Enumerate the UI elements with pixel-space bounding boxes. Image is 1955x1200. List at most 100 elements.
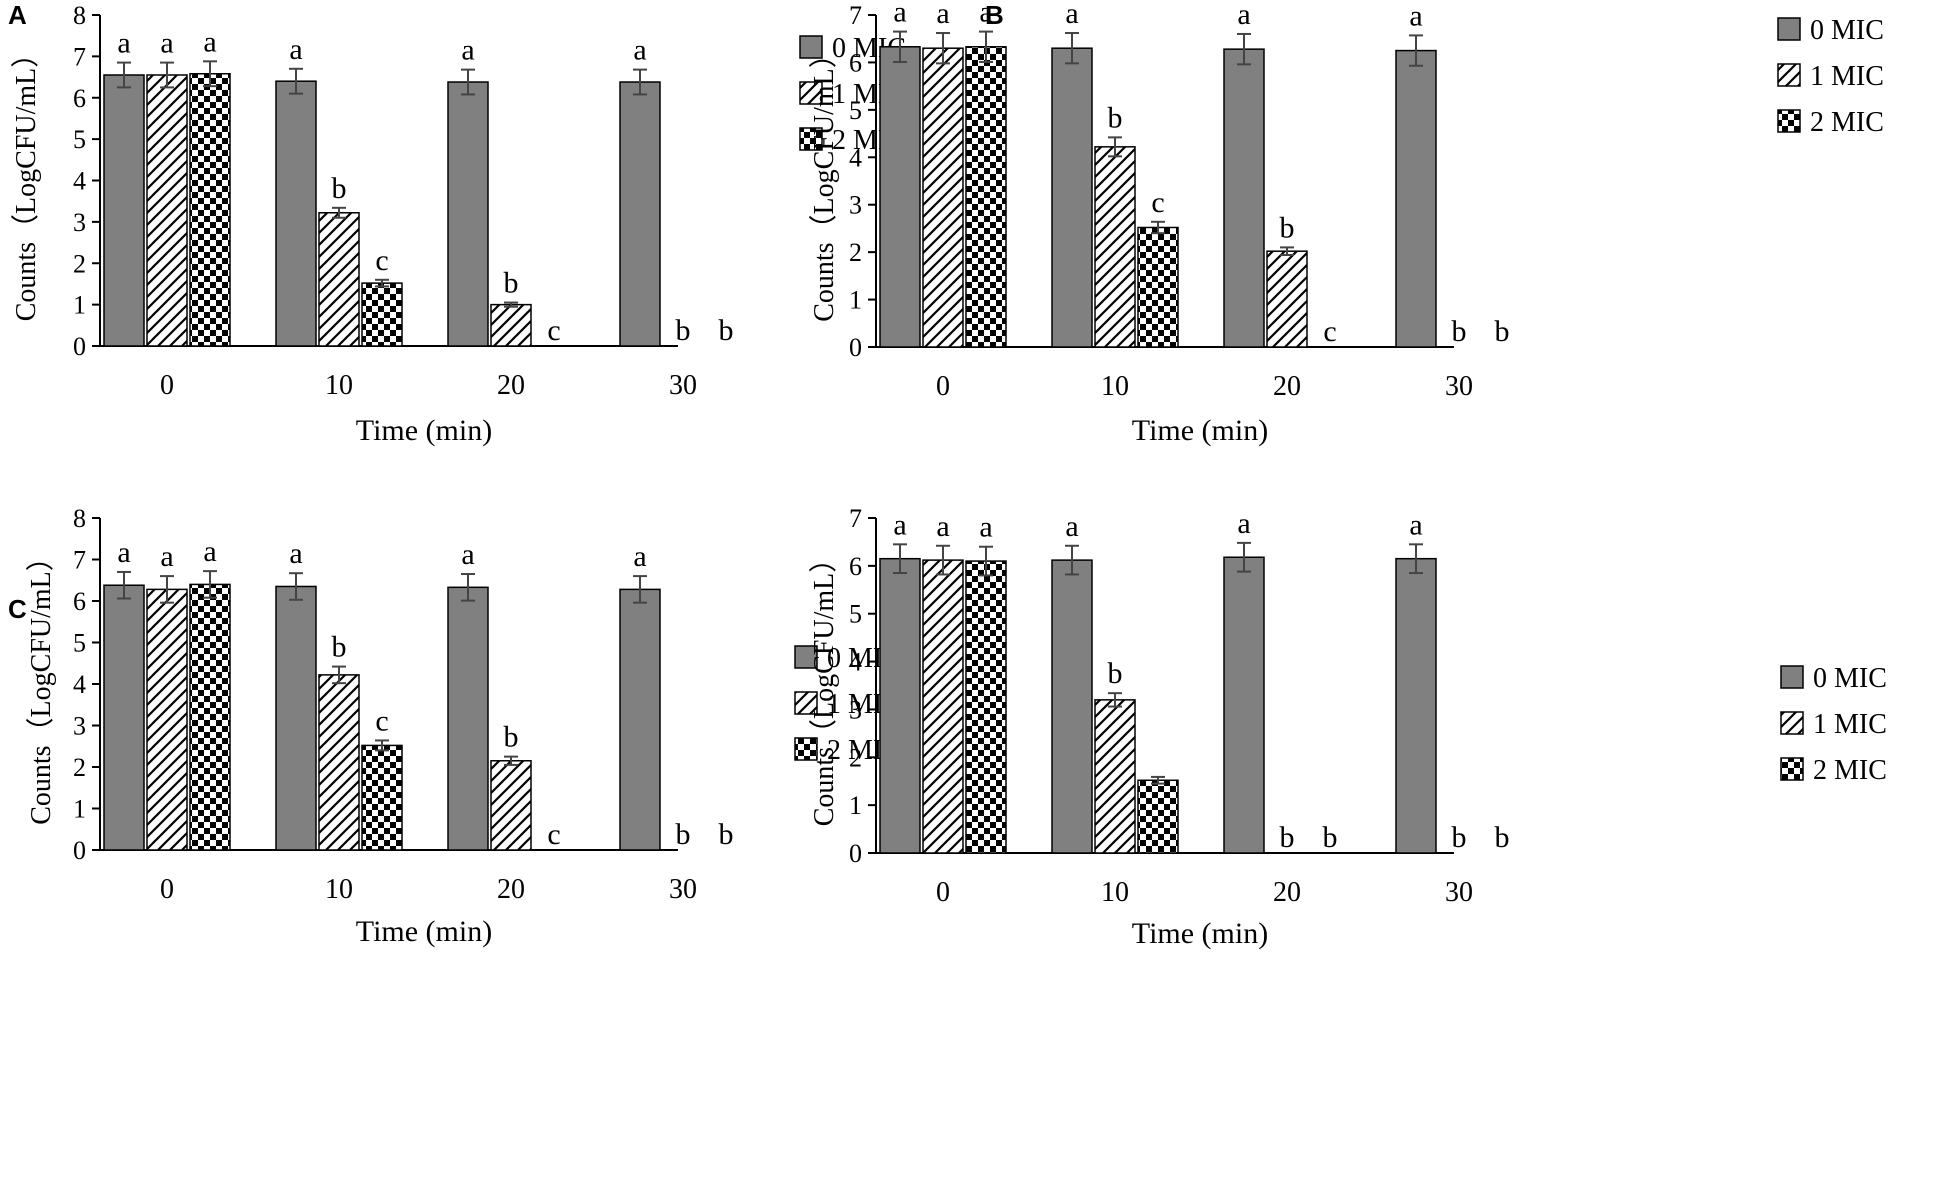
x-tick-label: 20 <box>497 874 525 905</box>
significance-label: b <box>1452 315 1467 348</box>
bar-solid <box>619 588 661 851</box>
significance-label: a <box>289 537 302 570</box>
significance-label: a <box>117 27 130 60</box>
significance-label: b <box>504 721 519 754</box>
bar-checker <box>189 73 231 347</box>
y-axis-label: Counts（LogCFU/mL） <box>10 40 42 322</box>
significance-label: b <box>1495 821 1510 854</box>
significance-label: a <box>633 540 646 573</box>
y-tick-label: 4 <box>849 143 862 172</box>
significance-label: c <box>375 244 388 277</box>
panel-letter: B <box>985 0 1004 30</box>
y-tick-label: 7 <box>849 504 862 533</box>
significance-label: a <box>893 0 906 29</box>
significance-label: a <box>203 535 216 568</box>
legend-swatch <box>794 645 818 669</box>
legend-label: 1 MIC <box>1810 61 1884 92</box>
bar-solid <box>879 557 921 854</box>
legend-swatch <box>799 127 823 151</box>
y-tick-label: 6 <box>73 587 86 616</box>
bar-solid <box>447 81 489 347</box>
x-axis-label: Time (min) <box>356 915 492 948</box>
legend-label: 0 MIC <box>1810 15 1884 46</box>
significance-label: a <box>1237 0 1250 31</box>
bar-solid <box>275 80 317 347</box>
bar-hatch <box>1094 699 1136 854</box>
y-tick-label: 5 <box>73 629 86 658</box>
chart-panel-d: D01234567Counts（LogCFU/mL）0aaa10ab20abb3… <box>808 504 1887 950</box>
y-tick-label: 6 <box>849 552 862 581</box>
bar-hatch <box>490 303 532 347</box>
x-tick-label: 20 <box>1273 371 1301 402</box>
y-tick-label: 2 <box>73 753 86 782</box>
significance-label: b <box>1108 657 1123 690</box>
significance-label: a <box>1065 510 1078 543</box>
legend-swatch <box>1777 63 1801 87</box>
y-tick-label: 1 <box>73 795 86 824</box>
x-axis-label: Time (min) <box>356 414 492 447</box>
legend-label: 0 MIC <box>1813 663 1887 694</box>
y-tick-label: 5 <box>849 600 862 629</box>
significance-label: b <box>676 314 691 347</box>
significance-label: a <box>160 27 173 60</box>
significance-label: b <box>332 172 347 205</box>
bar-solid <box>1051 47 1093 348</box>
y-tick-label: 6 <box>849 48 862 77</box>
significance-label: a <box>633 34 646 67</box>
bar-solid <box>1051 559 1093 854</box>
bar-solid <box>1395 557 1437 854</box>
legend-swatch <box>1780 665 1804 689</box>
significance-label: c <box>1151 186 1164 219</box>
bar-hatch <box>490 760 532 851</box>
significance-label: b <box>504 267 519 300</box>
y-tick-label: 3 <box>73 208 86 237</box>
bar-solid <box>619 81 661 347</box>
significance-label: a <box>1409 508 1422 541</box>
bar-solid <box>275 585 317 851</box>
x-axis-label: Time (min) <box>1132 917 1268 950</box>
x-axis-label: Time (min) <box>1132 414 1268 447</box>
significance-label: b <box>1452 821 1467 854</box>
significance-label: a <box>203 25 216 58</box>
significance-label: a <box>979 0 992 29</box>
legend-swatch <box>794 737 818 761</box>
legend-swatch <box>799 81 823 105</box>
significance-label: a <box>160 540 173 573</box>
y-tick-label: 0 <box>849 333 862 362</box>
bar-solid <box>1395 49 1437 348</box>
significance-label: b <box>719 314 734 347</box>
bar-hatch <box>1266 250 1308 348</box>
y-tick-label: 0 <box>849 839 862 868</box>
legend-label: 2 MIC <box>1810 107 1884 138</box>
y-tick-label: 8 <box>73 504 86 533</box>
y-tick-label: 7 <box>73 546 86 575</box>
bar-checker <box>965 46 1007 348</box>
bar-checker <box>1137 779 1179 854</box>
bar-hatch <box>146 74 188 347</box>
significance-label: c <box>375 704 388 737</box>
legend-swatch <box>794 691 818 715</box>
y-tick-label: 6 <box>73 84 86 113</box>
significance-label: a <box>289 33 302 66</box>
x-tick-label: 20 <box>497 370 525 401</box>
significance-label: b <box>1108 101 1123 134</box>
bar-solid <box>1223 556 1265 854</box>
bar-solid <box>103 584 145 851</box>
chart-panel-b: B 0 1 2 3 4 5 6 7 Counts（LogCFU/mL） 0 a a a 10 a b c 20 a b c… <box>808 0 1884 447</box>
y-axis-label: Counts（LogCFU/mL） <box>25 543 57 825</box>
legend-swatch <box>1780 757 1804 781</box>
significance-label: b <box>719 818 734 851</box>
significance-label: b <box>676 818 691 851</box>
legend-swatch <box>1777 17 1801 41</box>
legend-swatch <box>1780 711 1804 735</box>
significance-label: a <box>117 536 130 569</box>
significance-label: b <box>1323 821 1338 854</box>
x-tick-label: 10 <box>325 874 353 905</box>
y-tick-label: 3 <box>849 191 862 220</box>
bar-solid <box>1223 48 1265 348</box>
y-tick-label: 4 <box>849 648 862 677</box>
y-tick-label: 8 <box>73 1 86 30</box>
x-tick-label: 30 <box>1445 371 1473 402</box>
legend-swatch <box>799 35 823 59</box>
